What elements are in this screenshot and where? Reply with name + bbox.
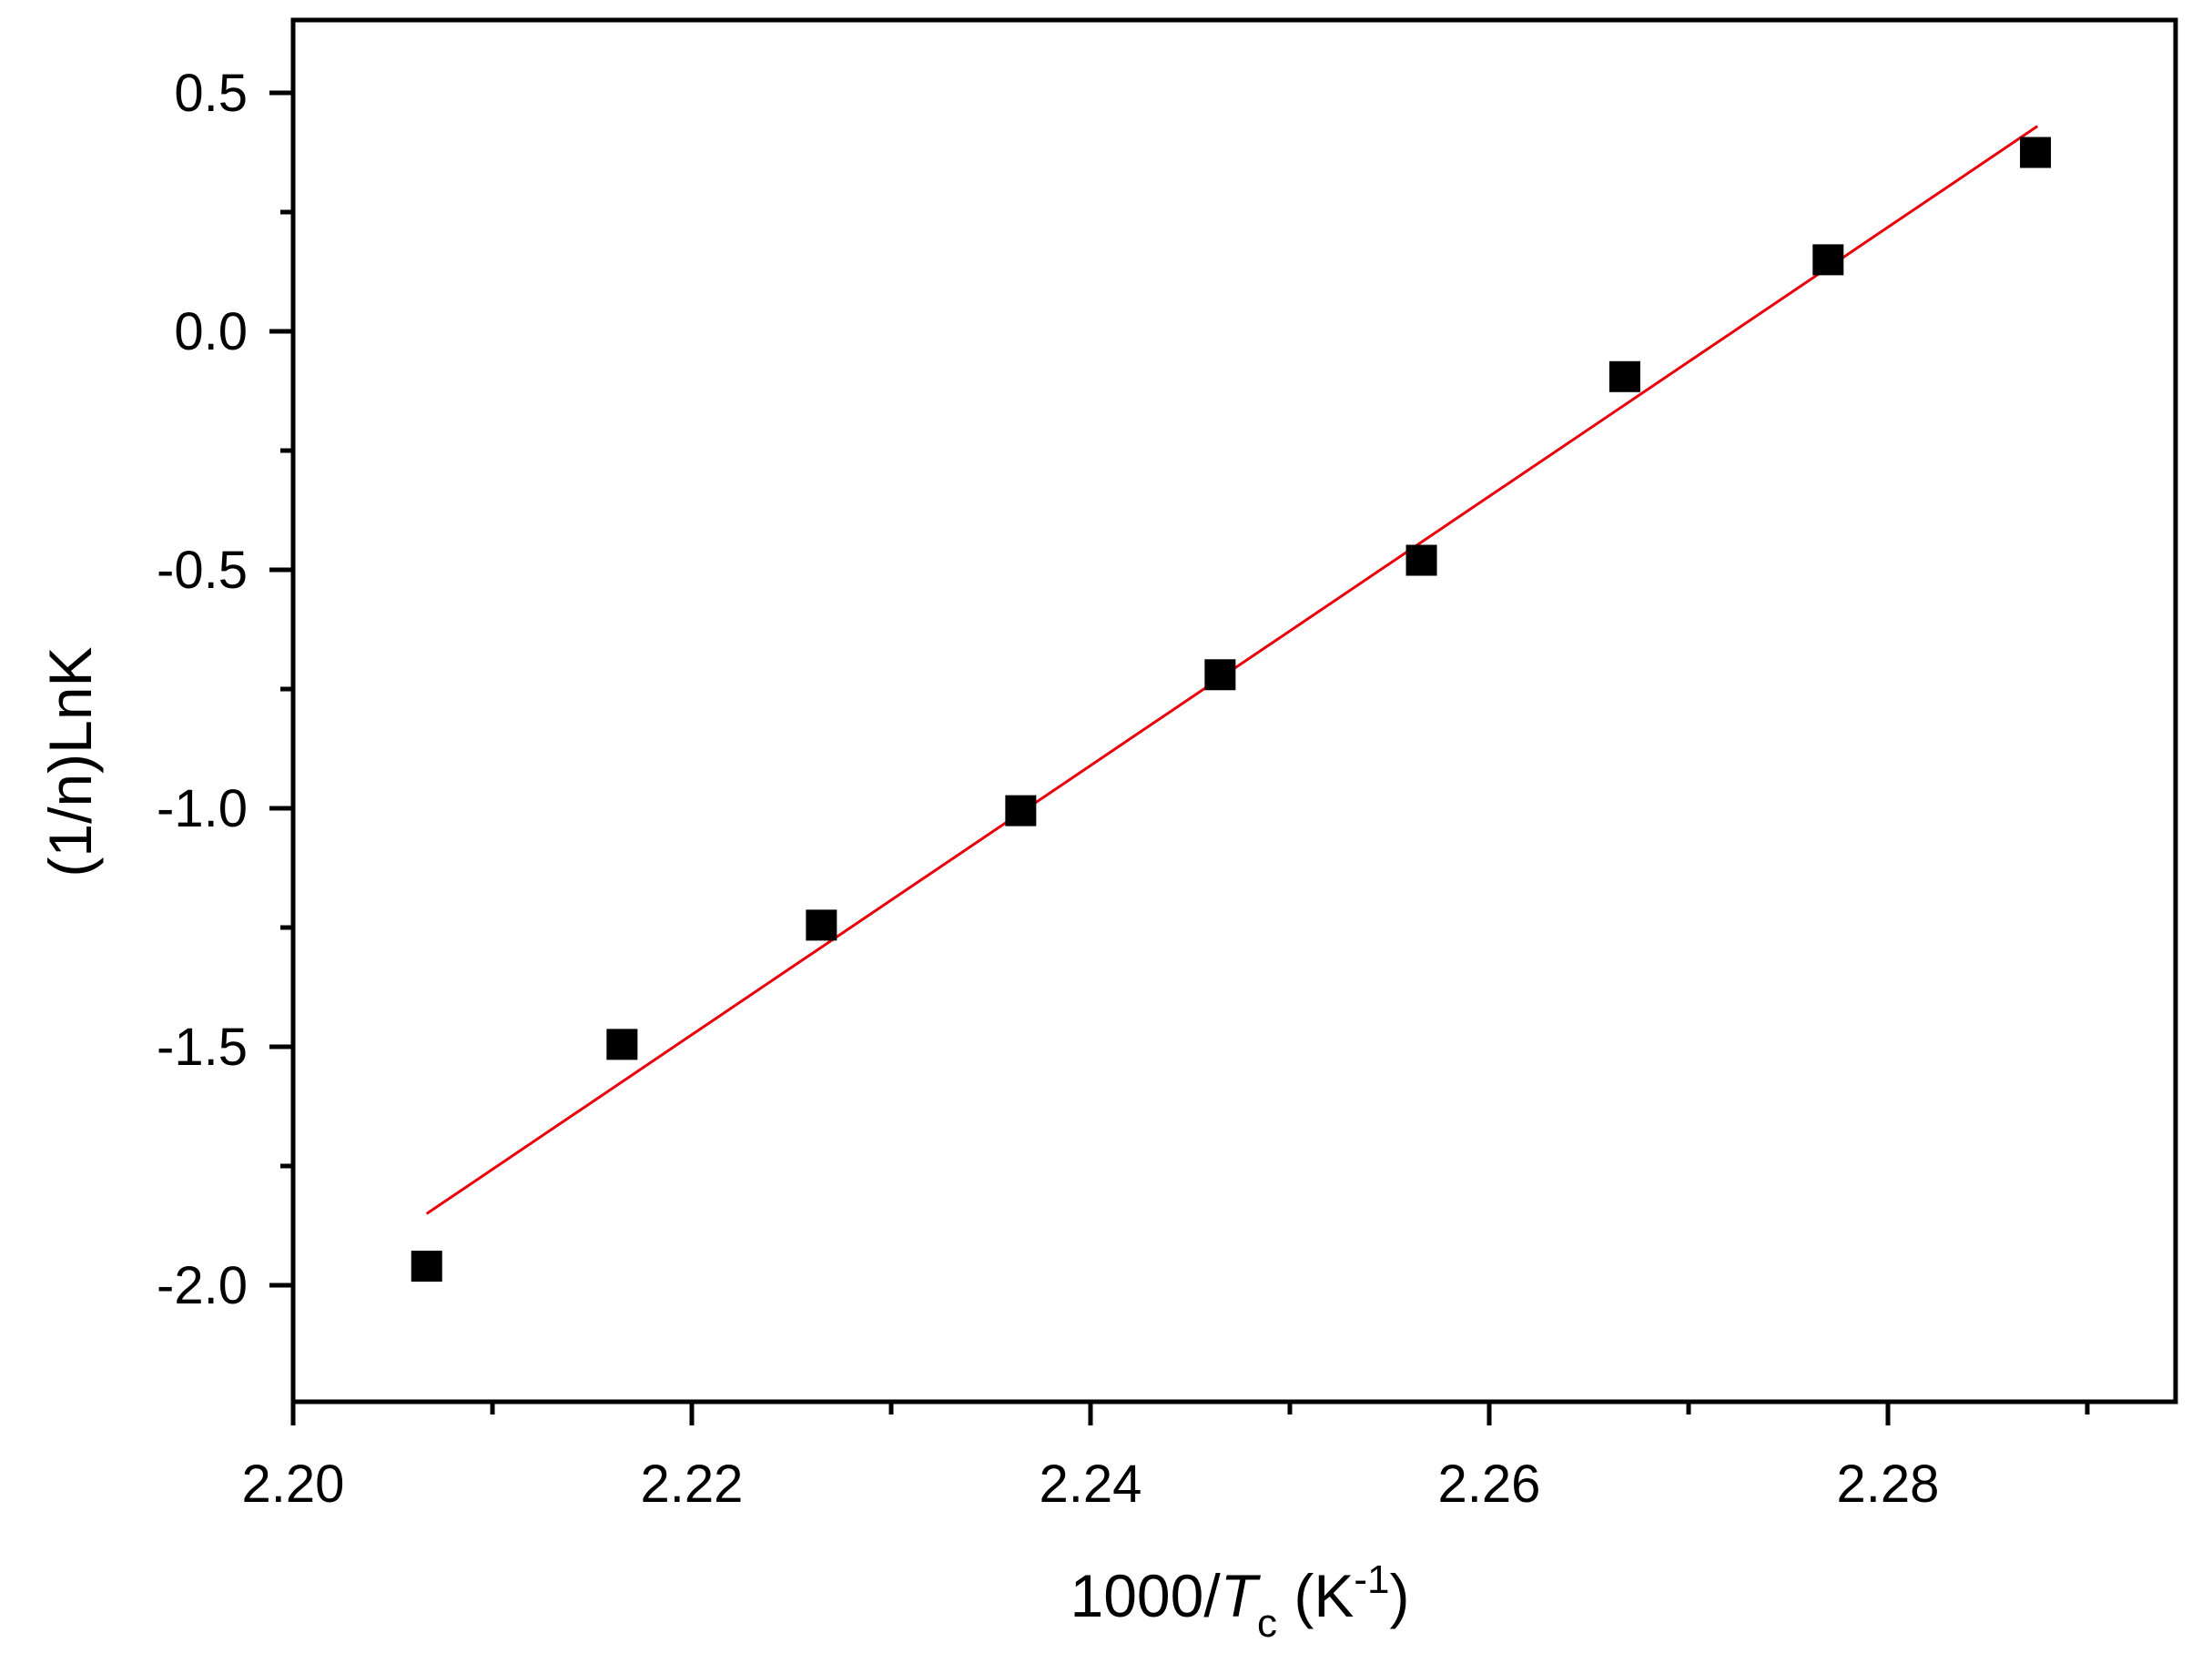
y-axis-title: (1/n)LnK <box>36 646 104 877</box>
data-point <box>1204 659 1236 691</box>
x-tick-label: 2.28 <box>1837 1455 1940 1514</box>
x-tick-label: 2.22 <box>641 1455 744 1514</box>
data-point <box>2020 137 2052 168</box>
y-tick-label: -1.0 <box>157 779 248 838</box>
x-axis-title-superscript: -1 <box>1354 1557 1389 1602</box>
plot-frame <box>290 17 2178 1404</box>
x-axis-title-unit-close: ) <box>1389 1562 1409 1629</box>
x-tick-label: 2.26 <box>1438 1455 1541 1514</box>
data-points <box>411 137 2052 1283</box>
data-point <box>606 1029 638 1060</box>
data-point <box>411 1251 442 1283</box>
data-point <box>1005 795 1037 826</box>
x-axis-title: 1000/Tc (K-1) <box>1070 1557 1410 1646</box>
x-axis-title-unit-open: (K <box>1277 1562 1354 1629</box>
y-tick-labels: 0.5 0.0 -0.5 -1.0 -1.5 -2.0 <box>157 64 248 1315</box>
x-tick-labels: 2.20 2.22 2.24 2.26 2.28 <box>242 1455 1940 1514</box>
data-point <box>1812 244 1844 276</box>
x-axis-title-subscript: c <box>1257 1601 1277 1646</box>
y-tick-label: 0.0 <box>174 302 248 361</box>
y-tick-label: 0.5 <box>174 64 248 123</box>
y-tick-label: -1.5 <box>157 1018 248 1077</box>
x-tick-label: 2.24 <box>1040 1455 1142 1514</box>
x-tick-label: 2.20 <box>242 1455 345 1514</box>
data-point <box>806 909 837 941</box>
x-axis-title-italic: T <box>1221 1562 1262 1629</box>
data-point <box>1608 360 1640 392</box>
y-tick-label: -2.0 <box>157 1256 248 1315</box>
y-tick-label: -0.5 <box>157 541 248 600</box>
data-point <box>1405 544 1437 576</box>
x-axis-title-main: 1000/ <box>1070 1562 1222 1629</box>
